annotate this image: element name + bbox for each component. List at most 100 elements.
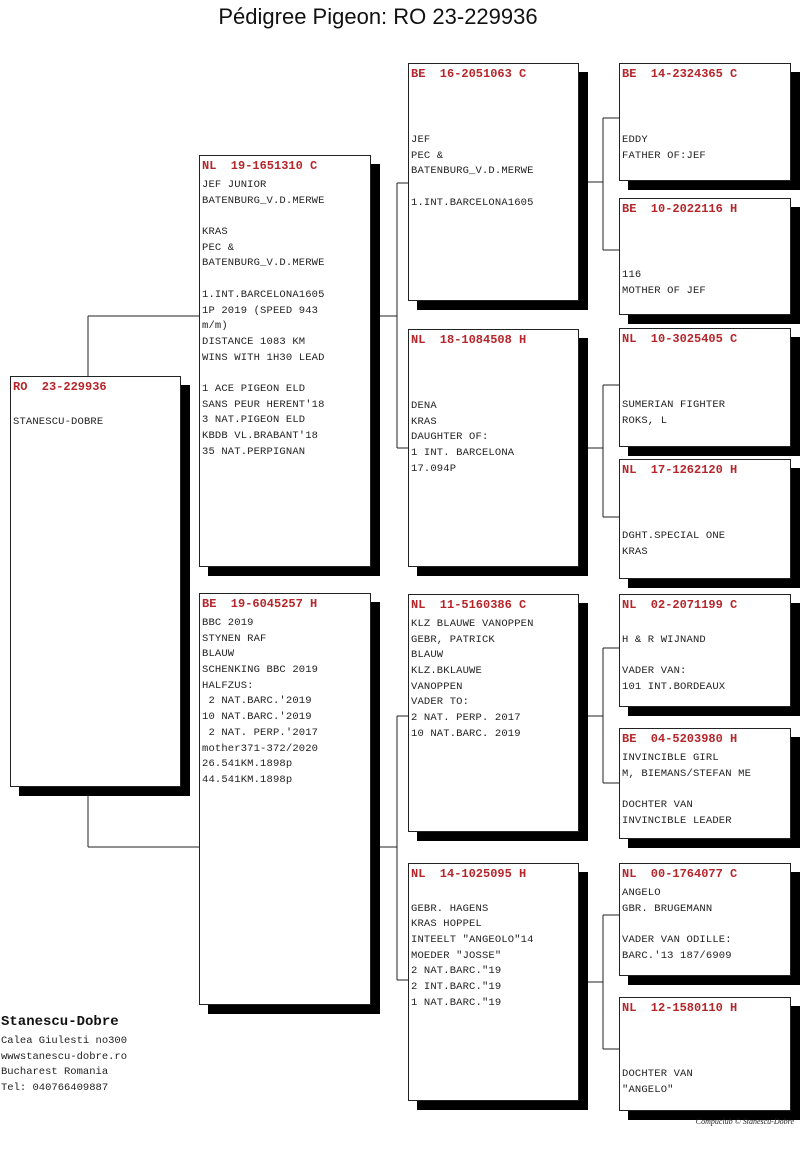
pigeon-info-line: HALFZUS:: [202, 679, 254, 692]
pigeon-info-line: [622, 1036, 788, 1052]
pigeon-card-sss: BE 14-2324365 C EDDY FATHER OF:JEF: [619, 63, 791, 181]
ring-number: NL 18-1084508 H: [411, 333, 527, 347]
pigeon-info-line: EDDY: [622, 134, 648, 147]
pigeon-card-dam-sire: NL 11-5160386 C KLZ BLAUWE VANOPPEN GEBR, …: [408, 594, 579, 832]
pigeon-info-line: [622, 351, 788, 367]
pigeon-info-line: JEF JUNIOR: [202, 179, 267, 191]
pigeon-info-line: [202, 366, 368, 382]
pigeon-info-line: [622, 482, 788, 498]
ring-number: NL 17-1262120 H: [622, 463, 738, 477]
pigeon-info-line: KRAS: [202, 226, 228, 239]
pigeon-info-line: PEC &: [411, 149, 444, 162]
pigeon-info-line: [622, 513, 788, 529]
pigeon-info-line: INTEELT "ANGEOLO"14: [411, 934, 534, 947]
pigeon-info-line: VADER VAN ODILLE:: [622, 934, 732, 947]
pigeon-info-line: 1 NAT.BARC."19: [411, 996, 502, 1009]
pigeon-info-line: "ANGELO": [622, 1083, 674, 1096]
breeder-phone: Tel: 040766409887: [1, 1082, 109, 1095]
ring-number: NL 19-1651310 C: [202, 159, 318, 173]
ring-number: BE 04-5203980 H: [622, 732, 738, 746]
pigeon-info-line: DISTANCE 1083 KM: [202, 335, 306, 348]
pigeon-info-line: [622, 782, 788, 798]
ring-number: BE 10-2022116 H: [622, 202, 738, 216]
ring-number: BE 19-6045257 H: [202, 597, 318, 611]
pigeon-info-line: PEC &: [202, 241, 235, 254]
ring-number: NL 12-1580110 H: [622, 1001, 738, 1015]
ring-number: NL 02-2071199 C: [622, 598, 738, 612]
pigeon-info-line: 1 ACE PIGEON ELD: [202, 382, 306, 395]
pigeon-info-line: VADER VAN:: [622, 665, 687, 678]
pigeon-info-line: m/m): [202, 320, 228, 333]
pigeon-info-line: FATHER OF:JEF: [622, 149, 706, 162]
pigeon-info-line: WINS WITH 1H30 LEAD: [202, 351, 325, 364]
pigeon-info-line: [411, 86, 576, 102]
pigeon-info-line: 2 NAT.BARC."19: [411, 965, 502, 978]
breeder-city: Bucharest Romania: [1, 1066, 109, 1079]
pigeon-info-line: [622, 917, 788, 933]
pigeon-info-line: STYNEN RAF: [202, 632, 267, 645]
pigeon-info-line: [411, 352, 576, 368]
pigeon-info-line: mother371-372/2020: [202, 742, 319, 755]
ring-number: NL 10-3025405 C: [622, 332, 738, 346]
pigeon-info-line: [202, 272, 368, 288]
pigeon-info-line: [411, 117, 576, 133]
pigeon-info-line: BBC 2019: [202, 617, 254, 629]
pigeon-info-line: SCHENKING BBC 2019: [202, 664, 319, 677]
pigeon-card-dam-dam: NL 14-1025095 H GEBR. HAGENS KRAS HOPPEL IN…: [408, 863, 579, 1101]
pigeon-info-line: 2 INT.BARC."19: [411, 981, 502, 994]
pigeon-info-line: 101 INT.BORDEAUX: [622, 680, 726, 693]
pigeon-info-line: [13, 399, 178, 415]
ring-number: NL 00-1764077 C: [622, 867, 738, 881]
pigeon-info-line: INVINCIBLE LEADER: [622, 814, 732, 827]
pigeon-info-line: SUMERIAN FIGHTER: [622, 399, 726, 412]
pigeon-info-line: 3 NAT.PIGEON ELD: [202, 414, 306, 427]
pigeon-info-line: GEBR, PATRICK: [411, 633, 495, 646]
pigeon-info-line: [622, 382, 788, 398]
pigeon-info-line: 2 NAT. PERP.'2017: [202, 726, 319, 739]
pigeon-card-dam: BE 19-6045257 H BBC 2019 STYNEN RAF BLAUW SC…: [199, 593, 371, 1005]
pigeon-card-sire-dam: NL 18-1084508 H DENA KRAS DAUGHTER OF: 1 INT…: [408, 329, 579, 567]
pigeon-info-line: [622, 617, 788, 633]
pigeon-card-subject: RO 23-229936 STANESCU-DOBRE: [10, 376, 181, 787]
pigeon-info-line: 44.541KM.1898p: [202, 773, 293, 786]
breeder-info: Stanescu-Dobre Calea Giulesti no300 wwws…: [1, 1014, 127, 1097]
pigeon-info-line: [202, 209, 368, 225]
breeder-website: wwwstanescu-dobre.ro: [1, 1050, 128, 1063]
pigeon-info-line: KBDB VL.BRABANT'18: [202, 430, 319, 442]
pigeon-info-line: DOCHTER VAN: [622, 1068, 693, 1081]
ring-number: BE 16-2051063 C: [411, 67, 527, 81]
pigeon-info-line: BLAUW: [411, 649, 444, 662]
pigeon-info-line: 35 NAT.PERPIGNAN: [202, 445, 306, 458]
pigeon-info-line: [411, 180, 576, 196]
pigeon-info-line: KLZ BLAUWE VANOPPEN: [411, 618, 534, 630]
pigeon-info-line: MOEDER "JOSSE": [411, 949, 502, 962]
pigeon-info-line: 1P 2019 (SPEED 943: [202, 304, 319, 317]
ring-number: BE 14-2324365 C: [622, 67, 738, 81]
pigeon-info-line: 1.INT.BARCELONA1605: [411, 196, 534, 209]
pigeon-info-line: JEF: [411, 134, 431, 147]
pigeon-info-line: [622, 648, 788, 664]
pigeon-info-line: 17.094P: [411, 462, 457, 475]
pigeon-info-line: [622, 237, 788, 253]
pigeon-info-line: 1.INT.BARCELONA1605: [202, 288, 325, 301]
pigeon-info-line: M, BIEMANS/STEFAN ME: [622, 767, 752, 780]
pigeon-info-line: STANESCU-DOBRE: [13, 415, 104, 428]
pigeon-card-sdd: NL 17-1262120 H DGHT.SPECIAL ONE KRAS: [619, 459, 791, 579]
pigeon-info-line: [622, 1051, 788, 1067]
pigeon-info-line: DGHT.SPECIAL ONE: [622, 530, 726, 543]
pigeon-info-line: [622, 367, 788, 383]
pigeon-info-line: BATENBURG_V.D.MERWE: [411, 165, 534, 178]
pigeon-info-line: 10 NAT.BARC. 2019: [411, 727, 521, 740]
pigeon-card-dss: NL 02-2071199 C H & R WIJNAND VADER VAN: 10…: [619, 594, 791, 707]
pigeon-info-line: [622, 86, 788, 102]
pigeon-info-line: ANGELO: [622, 887, 661, 899]
pigeon-card-sire: NL 19-1651310 C JEF JUNIOR BATENBURG_V.D.M…: [199, 155, 371, 567]
pigeon-info-line: VADER TO:: [411, 696, 470, 709]
breeder-name: Stanescu-Dobre: [1, 1014, 119, 1030]
pigeon-info-line: [622, 102, 788, 118]
pigeon-info-line: 2 NAT.BARC.'2019: [202, 695, 312, 708]
pigeon-info-line: KRAS: [411, 415, 437, 428]
pigeon-info-line: [622, 1020, 788, 1036]
pigeon-info-line: 116: [622, 269, 642, 282]
pigeon-card-ssd: BE 10-2022116 H 116 MOTHER OF JEF: [619, 198, 791, 315]
